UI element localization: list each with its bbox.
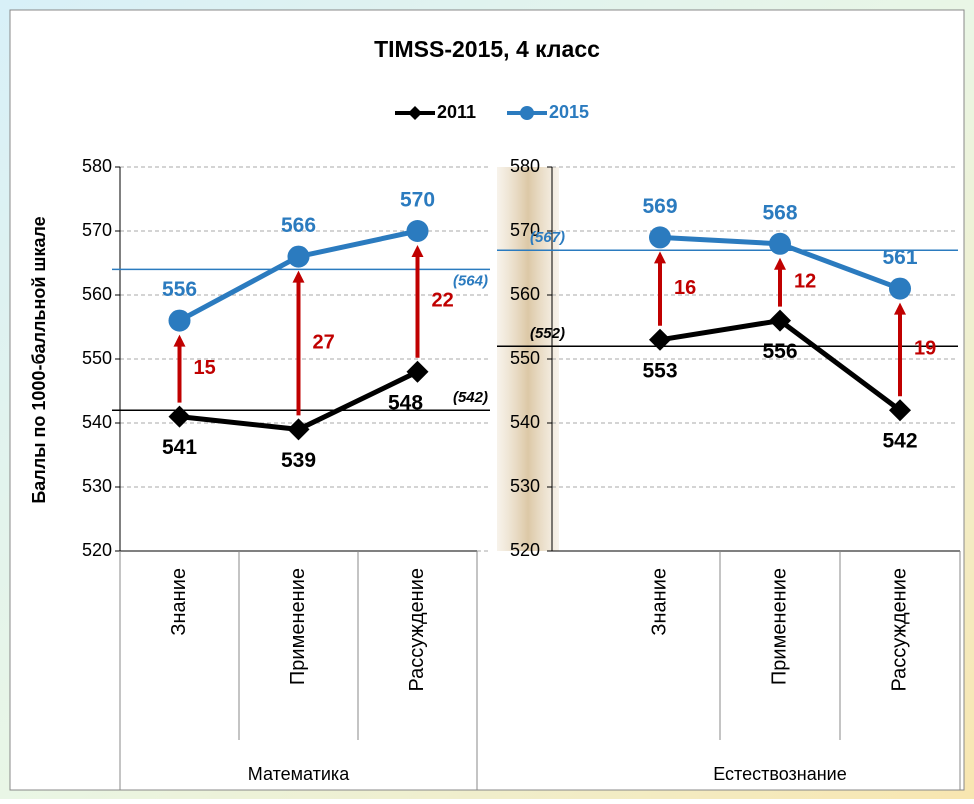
legend-label: 2011	[437, 102, 476, 122]
y-tick-label: 560	[82, 284, 112, 304]
marker	[406, 220, 429, 242]
x-tick-label: Применение	[287, 568, 309, 685]
x-tick-label: Знание	[168, 568, 190, 636]
reference-label: (564)	[453, 272, 488, 289]
y-tick-label: 530	[510, 476, 540, 496]
marker	[649, 328, 671, 351]
marker	[406, 360, 429, 383]
arrow-head	[292, 270, 305, 283]
legend-label: 2015	[549, 102, 589, 122]
data-label: 566	[281, 214, 316, 237]
marker	[168, 405, 191, 428]
difference-label: 19	[914, 338, 936, 360]
data-label: 548	[388, 391, 423, 414]
x-tick-label: Рассуждение	[406, 568, 428, 692]
arrow-head	[894, 302, 906, 315]
x-tick-label: Знание	[648, 568, 670, 636]
marker	[769, 232, 791, 255]
difference-label: 16	[674, 277, 696, 299]
data-label: 568	[762, 201, 797, 224]
data-label: 556	[762, 340, 797, 363]
legend-marker	[520, 106, 534, 120]
panel	[9, 9, 965, 791]
data-label: 539	[281, 449, 316, 472]
chart-title: TIMSS-2015, 4 класс	[374, 36, 600, 62]
marker	[889, 399, 911, 422]
y-tick-label: 530	[82, 476, 112, 496]
legend-marker	[408, 106, 422, 120]
y-tick-label: 520	[82, 540, 112, 560]
y-tick-label: 550	[510, 348, 540, 368]
data-label: 541	[162, 436, 197, 459]
x-tick-label: Применение	[768, 568, 790, 685]
data-label: 542	[882, 430, 917, 453]
data-label: 553	[642, 359, 677, 382]
y-tick-label: 580	[82, 156, 112, 176]
data-label: 569	[642, 195, 677, 218]
marker	[649, 226, 671, 249]
y-tick-label: 580	[510, 156, 540, 176]
y-tick-label: 560	[510, 284, 540, 304]
reference-label: (542)	[453, 389, 488, 406]
data-label: 570	[400, 189, 435, 212]
y-tick-label: 550	[82, 348, 112, 368]
marker	[889, 277, 911, 300]
arrow-head	[411, 245, 424, 257]
y-tick-label: 570	[510, 220, 540, 240]
y-tick-label: 540	[510, 412, 540, 432]
arrow-head	[774, 257, 786, 270]
y-axis-label: Баллы по 1000-балльной шкале	[29, 216, 49, 503]
arrow-head	[654, 251, 666, 264]
difference-label: 12	[794, 270, 816, 292]
arrow-head	[173, 334, 186, 347]
data-label: 561	[882, 246, 917, 269]
data-label: 556	[162, 278, 197, 301]
x-tick-label: Рассуждение	[888, 568, 910, 692]
reference-label: (567)	[530, 229, 565, 246]
y-tick-label: 520	[510, 540, 540, 560]
marker	[168, 309, 191, 332]
y-tick-label: 540	[82, 412, 112, 432]
group-label: Естествознание	[713, 764, 846, 784]
y-tick-label: 570	[82, 220, 112, 240]
difference-label: 27	[313, 331, 335, 353]
group-label: Математика	[248, 764, 350, 784]
marker	[769, 309, 791, 332]
marker	[287, 418, 310, 441]
difference-label: 22	[432, 290, 454, 312]
marker	[287, 245, 310, 268]
reference-label: (552)	[530, 325, 565, 342]
difference-label: 15	[194, 357, 216, 379]
